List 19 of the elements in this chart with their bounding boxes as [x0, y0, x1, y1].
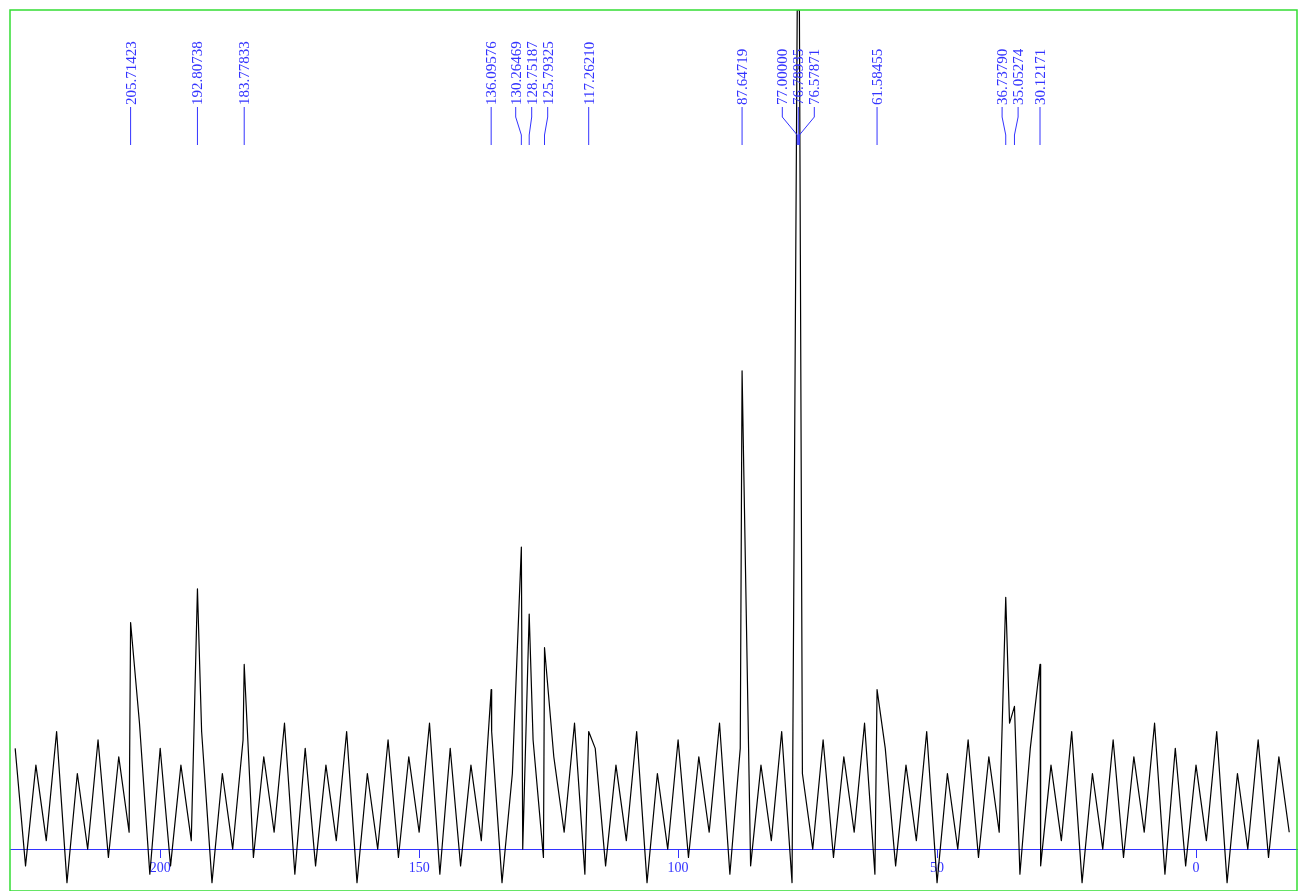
annotation: 30.12171 [1032, 48, 1049, 105]
annotation: 117.26210 [580, 41, 597, 105]
annotation: 87.64719 [734, 48, 751, 105]
annotation: 130.26469 [507, 41, 524, 105]
annotation: 183.77833 [236, 41, 253, 105]
annotation: 35.05274 [1010, 48, 1027, 105]
x-tick-label: 0 [1192, 860, 1200, 876]
annotation: 192.80738 [189, 41, 206, 105]
annotation: 61.58455 [869, 48, 886, 105]
x-tick-label: 100 [667, 860, 689, 876]
annotation: 76.57871 [806, 48, 823, 105]
annotation: 136.09576 [483, 40, 500, 105]
annotation: 128.75187 [523, 40, 540, 105]
x-tick-label: 150 [408, 860, 430, 876]
annotation: 36.73790 [994, 48, 1011, 105]
annotation: 76.78935 [790, 48, 807, 105]
annotation: 125.79325 [539, 41, 556, 105]
annotation: 77.00000 [774, 48, 791, 105]
annotation: 205.71423 [122, 41, 139, 105]
